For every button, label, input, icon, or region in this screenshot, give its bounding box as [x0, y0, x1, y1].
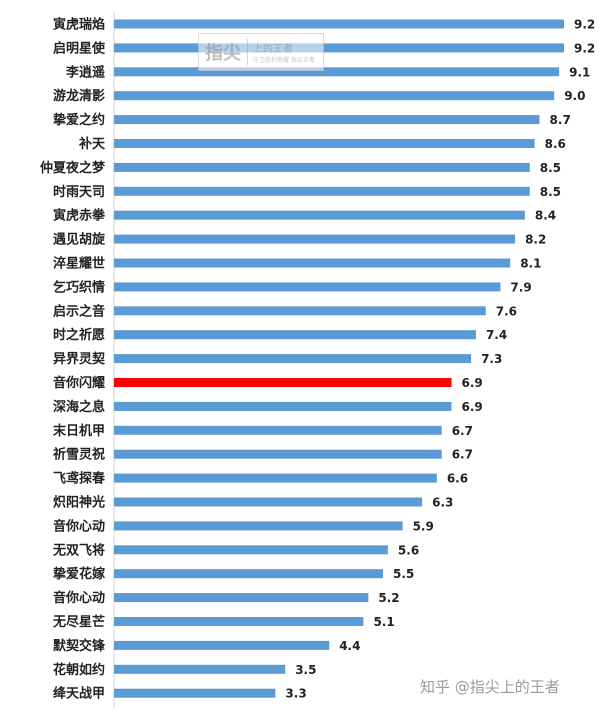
value-label: 5.1 — [373, 615, 394, 629]
value-label: 8.5 — [540, 185, 561, 199]
bar — [114, 139, 535, 148]
bar — [114, 306, 486, 316]
value-label: 8.4 — [535, 209, 556, 223]
value-label: 9.2 — [574, 41, 595, 55]
category-label: 时雨天司 — [53, 184, 105, 200]
category-label: 李逍遥 — [65, 64, 105, 80]
category-label: 音你心动 — [53, 518, 105, 534]
bar — [114, 210, 525, 220]
watermark-top-text: 上的王者 — [253, 44, 293, 55]
category-label: 时之祈愿 — [53, 327, 105, 343]
category-label: 遇见胡旋 — [53, 232, 106, 248]
bar — [114, 569, 384, 579]
bar — [114, 640, 330, 650]
value-label: 8.2 — [525, 233, 546, 247]
bar — [114, 282, 501, 292]
bar — [114, 354, 472, 364]
category-label: 启明星使 — [53, 40, 106, 56]
bar — [114, 43, 564, 53]
category-label: 末日机甲 — [52, 423, 105, 439]
value-label: 6.9 — [462, 400, 483, 414]
value-label: 6.7 — [452, 424, 473, 438]
bar — [114, 19, 564, 29]
value-label: 6.7 — [452, 448, 473, 462]
bar — [114, 401, 452, 411]
bar — [114, 186, 530, 196]
category-label: 补天 — [78, 136, 106, 152]
category-label: 淬星耀世 — [53, 256, 105, 272]
bar — [114, 425, 442, 435]
value-label: 8.7 — [550, 113, 571, 127]
category-label: 祈雪灵祝 — [53, 447, 105, 463]
category-label: 游龙清影 — [53, 88, 105, 104]
value-label: 9.2 — [574, 18, 595, 32]
category-label: 花朝如约 — [53, 662, 105, 678]
bar — [114, 688, 276, 698]
value-label: 3.3 — [285, 687, 306, 701]
category-label: 挚爱花嫁 — [53, 566, 105, 582]
bar — [114, 91, 555, 101]
highlighted-bar — [114, 378, 452, 387]
value-label: 8.1 — [520, 257, 541, 271]
bar — [114, 617, 364, 626]
category-label: 乞巧织情 — [53, 279, 105, 295]
watermark-logo-text: 指尖 — [199, 39, 248, 65]
value-label: 7.3 — [481, 352, 502, 366]
source-credit: 知乎 @指尖上的王者 — [420, 678, 560, 696]
value-label: 6.6 — [447, 472, 468, 486]
bar — [114, 497, 423, 507]
category-label: 挚爱之约 — [53, 112, 105, 128]
bar — [114, 115, 540, 125]
value-label: 8.6 — [545, 137, 566, 151]
value-label: 7.4 — [486, 328, 507, 342]
category-label: 炽阳神光 — [53, 495, 105, 511]
value-label: 5.5 — [393, 567, 414, 581]
category-label: 绛天战甲 — [53, 686, 105, 702]
category-label: 飞鸢探春 — [53, 471, 106, 487]
bar — [114, 162, 530, 172]
category-label: 音你心动 — [53, 590, 105, 606]
value-label: 9.0 — [564, 89, 585, 103]
value-label: 6.9 — [462, 376, 483, 390]
bar — [114, 521, 403, 531]
category-label: 音你闪耀 — [53, 375, 105, 391]
category-label: 启示之音 — [53, 303, 105, 319]
category-label: 深海之息 — [53, 399, 105, 415]
value-label: 7.9 — [510, 280, 531, 294]
bar — [114, 664, 286, 674]
value-label: 5.9 — [413, 519, 434, 533]
bar — [114, 449, 442, 459]
category-label: 无尽星芒 — [52, 614, 105, 630]
category-label: 寅虎赤拳 — [53, 208, 106, 224]
bar — [114, 258, 511, 268]
value-label: 4.4 — [339, 639, 360, 653]
value-label: 6.3 — [432, 496, 453, 510]
watermark-sub-text: 守卫胜利荣耀 指尖王者 — [253, 57, 315, 64]
watermark-logo: 指尖 上的王者 守卫胜利荣耀 指尖王者 — [198, 33, 324, 71]
value-label: 9.1 — [569, 65, 590, 79]
value-label: 8.5 — [540, 161, 561, 175]
category-label: 无双飞将 — [52, 542, 105, 558]
category-label: 仲夏夜之梦 — [40, 160, 106, 176]
bar — [114, 545, 388, 555]
bar — [114, 330, 476, 340]
bar — [114, 234, 516, 244]
category-label: 默契交锋 — [53, 638, 106, 654]
category-label: 异界灵契 — [53, 351, 106, 367]
value-label: 5.6 — [398, 543, 419, 557]
value-label: 3.5 — [295, 663, 316, 677]
value-label: 5.2 — [378, 591, 399, 605]
value-label: 7.6 — [496, 304, 517, 318]
bar — [114, 593, 369, 603]
bar — [114, 473, 437, 483]
bar — [114, 67, 560, 77]
category-label: 寅虎瑞焰 — [53, 17, 105, 33]
